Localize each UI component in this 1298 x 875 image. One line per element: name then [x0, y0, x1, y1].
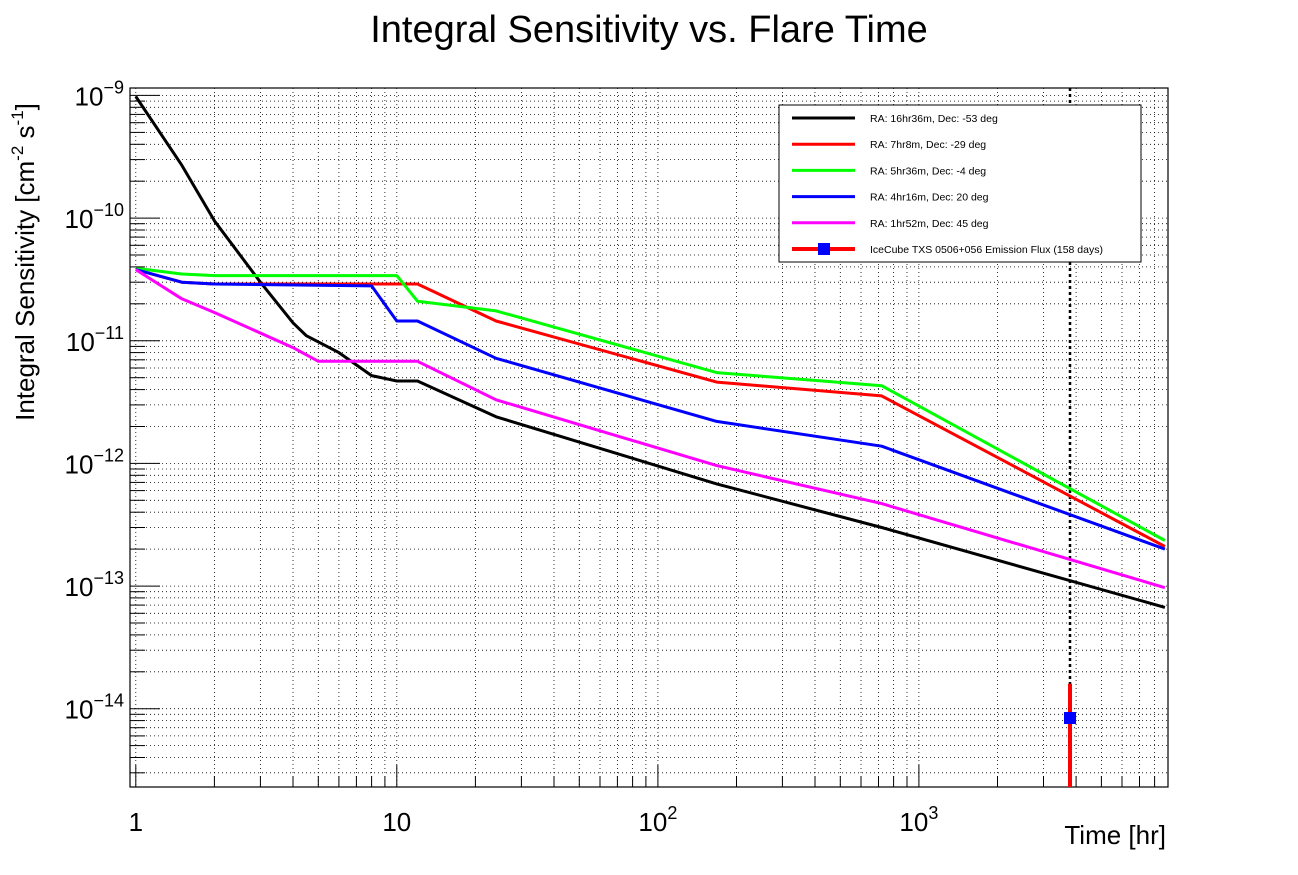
data-point-marker [1064, 712, 1076, 724]
y-tick-label: 10−11 [66, 323, 124, 357]
y-tick-label: 10−12 [65, 445, 124, 479]
y-tick-label: 10−10 [65, 200, 124, 234]
legend-label: RA: 1hr52m, Dec: 45 deg [870, 218, 989, 230]
plot-frame [129, 87, 1169, 788]
x-tick-label: 10 [382, 807, 411, 837]
y-tick-label: 10−9 [75, 77, 124, 111]
y-tick-label: 10−13 [65, 568, 124, 602]
series-line-3 [135, 268, 1166, 551]
x-tick-label: 102 [638, 803, 677, 837]
y-tick-label: 10−14 [65, 691, 124, 725]
legend-marker [818, 243, 830, 255]
y-axis-label: Integral Sensitivity [cm-2 s-1] [8, 103, 40, 421]
x-axis-label: Time [hr] [1064, 820, 1166, 850]
x-axis-ticks: 1 10 102 103 [129, 765, 1169, 837]
y-axis-ticks: 10−9 10−10 10−11 10−12 10−13 10−14 [65, 77, 160, 774]
series-line-0 [134, 95, 1166, 609]
legend-label: RA: 7hr8m, Dec: -29 deg [870, 139, 986, 151]
legend-label: RA: 4hr16m, Dec: 20 deg [870, 192, 989, 204]
legend-label: IceCube TXS 0506+056 Emission Flux (158 … [870, 244, 1103, 256]
series-line-2 [135, 266, 1166, 542]
series-line-4 [134, 268, 1166, 590]
chart-title: Integral Sensitivity vs. Flare Time [370, 9, 928, 51]
series-line-1 [135, 268, 1166, 548]
legend-box [778, 104, 1142, 263]
legend: RA: 16hr36m, Dec: -53 deg RA: 7hr8m, Dec:… [778, 104, 1142, 263]
x-tick-label: 103 [899, 803, 938, 837]
legend-label: RA: 16hr36m, Dec: -53 deg [870, 113, 998, 125]
measurement-points [1064, 683, 1076, 787]
legend-label: RA: 5hr36m, Dec: -4 deg [870, 165, 986, 177]
x-tick-label: 1 [129, 807, 143, 837]
